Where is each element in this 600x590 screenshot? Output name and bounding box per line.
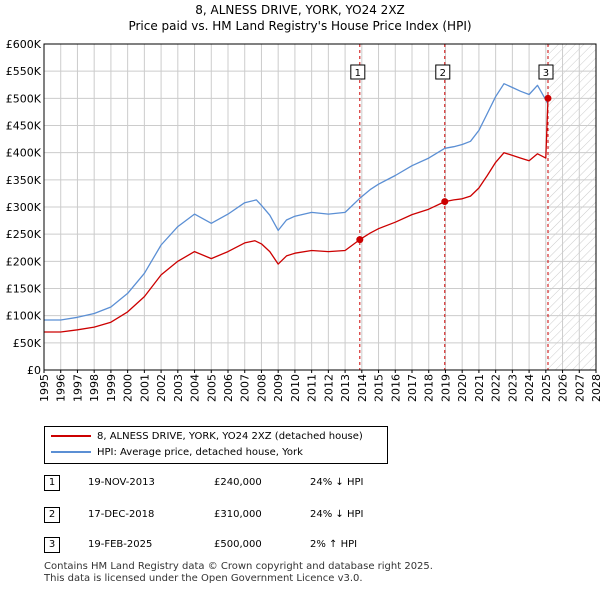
x-tick-label: 2005 bbox=[205, 374, 218, 402]
y-tick-label: £200K bbox=[6, 255, 42, 268]
x-tick-label: 2001 bbox=[138, 374, 151, 402]
x-tick-label: 2013 bbox=[339, 374, 352, 402]
x-tick-label: 2007 bbox=[239, 374, 252, 402]
x-tick-label: 2026 bbox=[557, 374, 570, 402]
property-price-line bbox=[44, 98, 549, 333]
x-tick-label: 2011 bbox=[306, 374, 319, 402]
legend: 8, ALNESS DRIVE, YORK, YO24 2XZ (detache… bbox=[44, 426, 388, 464]
legend-label-property: 8, ALNESS DRIVE, YORK, YO24 2XZ (detache… bbox=[97, 431, 363, 442]
chart-title: 8, ALNESS DRIVE, YORK, YO24 2XZ bbox=[195, 3, 405, 17]
price-chart: 1 2 3 £0 £50K £100K £150K £200K £250K £300K £350K… bbox=[6, 38, 600, 402]
future-hatch-region bbox=[547, 44, 596, 370]
legend-swatch-hpi bbox=[51, 451, 91, 453]
transaction-point bbox=[544, 94, 552, 102]
transaction-marker-box bbox=[435, 64, 451, 80]
y-tick-label: £450K bbox=[6, 120, 42, 133]
transaction-marker-label: 1 bbox=[355, 68, 361, 79]
transaction-marker-box bbox=[350, 64, 366, 80]
x-tick-label: 2028 bbox=[590, 374, 600, 402]
legend-item-property: 8, ALNESS DRIVE, YORK, YO24 2XZ (detache… bbox=[51, 430, 363, 444]
x-tick-label: 1998 bbox=[88, 374, 101, 402]
transaction-hpi: 24% ↓ HPI bbox=[310, 477, 364, 488]
chart-subtitle: Price paid vs. HM Land Registry's House … bbox=[128, 19, 472, 33]
x-tick-label: 2012 bbox=[322, 374, 335, 402]
transaction-date: 19-NOV-2013 bbox=[88, 477, 155, 488]
x-tick-label: 2018 bbox=[423, 374, 436, 402]
legend-label-hpi: HPI: Average price, detached house, York bbox=[97, 447, 303, 458]
transaction-number: 2 bbox=[44, 507, 60, 523]
y-tick-label: £400K bbox=[6, 147, 42, 160]
transaction-hpi: 24% ↓ HPI bbox=[310, 509, 364, 520]
transaction-price: £240,000 bbox=[214, 477, 262, 488]
transaction-price: £310,000 bbox=[214, 509, 262, 520]
x-tick-label: 2014 bbox=[356, 374, 369, 402]
transaction-row: 3 19-FEB-2025 £500,000 2% ↑ HPI bbox=[44, 536, 564, 554]
hpi-line bbox=[44, 83, 549, 321]
x-tick-label: 2000 bbox=[122, 374, 135, 402]
x-tick-label: 2021 bbox=[473, 374, 486, 402]
transaction-number: 3 bbox=[44, 537, 60, 553]
y-tick-label: £500K bbox=[6, 92, 42, 105]
y-tick-label: £550K bbox=[6, 65, 42, 78]
plot-frame bbox=[43, 43, 597, 371]
transaction-point bbox=[441, 198, 449, 206]
legend-swatch-property bbox=[51, 435, 91, 437]
transaction-marker-label: 3 bbox=[543, 68, 549, 79]
x-tick-label: 2004 bbox=[189, 374, 202, 402]
footer-copyright: Contains HM Land Registry data © Crown c… bbox=[44, 561, 433, 572]
transaction-row: 2 17-DEC-2018 £310,000 24% ↓ HPI bbox=[44, 506, 564, 524]
y-tick-label: £50K bbox=[13, 337, 42, 350]
y-tick-label: £150K bbox=[6, 283, 42, 296]
x-tick-label: 2024 bbox=[523, 374, 536, 402]
y-tick-label: £100K bbox=[6, 310, 42, 323]
transaction-point bbox=[356, 236, 364, 244]
x-tick-label: 2002 bbox=[155, 374, 168, 402]
x-tick-label: 2008 bbox=[255, 374, 268, 402]
x-tick-label: 2006 bbox=[222, 374, 235, 402]
x-tick-label: 2019 bbox=[439, 374, 452, 402]
y-tick-label: £250K bbox=[6, 228, 42, 241]
legend-item-hpi: HPI: Average price, detached house, York bbox=[51, 446, 303, 460]
transaction-date: 19-FEB-2025 bbox=[88, 539, 153, 550]
footer-licence: This data is licensed under the Open Gov… bbox=[44, 573, 363, 584]
x-tick-label: 2023 bbox=[506, 374, 519, 402]
transaction-date: 17-DEC-2018 bbox=[88, 509, 155, 520]
y-tick-label: £300K bbox=[6, 201, 42, 214]
x-tick-label: 2020 bbox=[456, 374, 469, 402]
x-tick-label: 2027 bbox=[573, 374, 586, 402]
transaction-number: 1 bbox=[44, 475, 60, 491]
x-tick-label: 2022 bbox=[490, 374, 503, 402]
x-tick-label: 2003 bbox=[172, 374, 185, 402]
transaction-marker-box bbox=[538, 64, 554, 80]
transaction-row: 1 19-NOV-2013 £240,000 24% ↓ HPI bbox=[44, 474, 564, 492]
x-tick-label: 2025 bbox=[540, 374, 553, 402]
transaction-hpi: 2% ↑ HPI bbox=[310, 539, 358, 550]
transaction-price: £500,000 bbox=[214, 539, 262, 550]
y-tick-label: £350K bbox=[6, 174, 42, 187]
x-tick-label: 1996 bbox=[55, 374, 68, 402]
x-tick-label: 2009 bbox=[272, 374, 285, 402]
transaction-marker-label: 2 bbox=[440, 68, 446, 79]
x-tick-label: 1997 bbox=[71, 374, 84, 402]
x-tick-label: 1999 bbox=[105, 374, 118, 402]
y-tick-label: £600K bbox=[6, 38, 42, 51]
x-tick-label: 2010 bbox=[289, 374, 302, 402]
x-tick-label: 2015 bbox=[373, 374, 386, 402]
x-tick-label: 2017 bbox=[406, 374, 419, 402]
footer: Contains HM Land Registry data © Crown c… bbox=[44, 561, 433, 585]
y-tick-label: £0 bbox=[27, 364, 41, 377]
x-tick-label: 2016 bbox=[389, 374, 402, 402]
x-tick-label: 1995 bbox=[38, 374, 51, 402]
